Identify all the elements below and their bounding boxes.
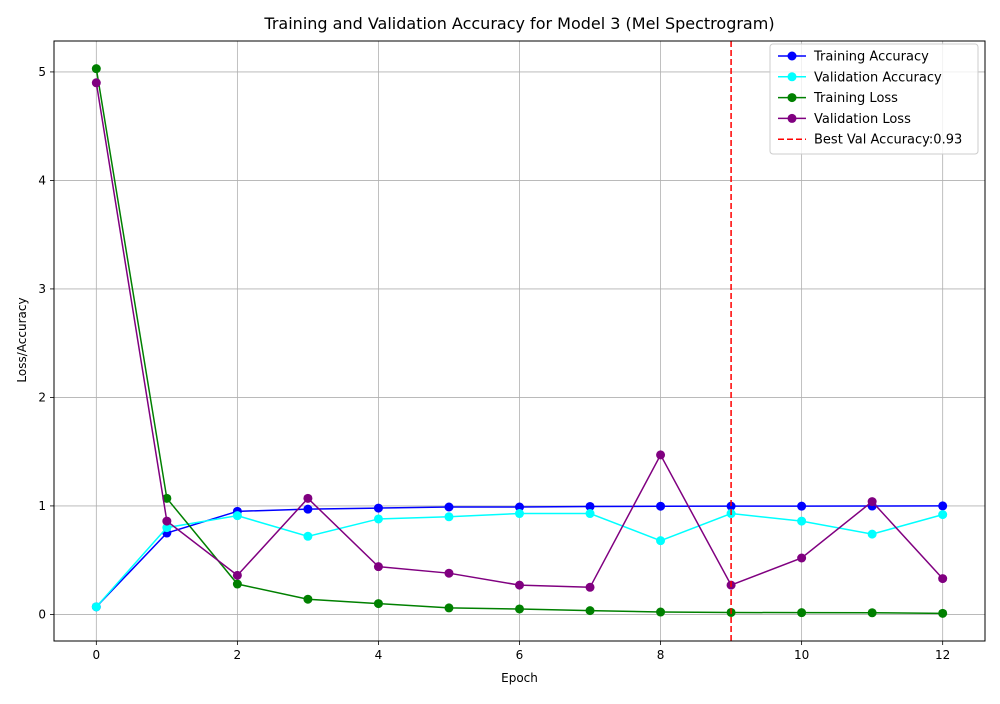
data-point-training-accuracy <box>938 501 948 511</box>
x-axis-label: Epoch <box>501 671 538 685</box>
series-validation-loss <box>91 78 948 592</box>
data-point-validation-accuracy <box>303 531 313 541</box>
data-point-training-accuracy <box>373 503 383 513</box>
data-point-training-loss <box>867 608 877 618</box>
x-tick-label: 2 <box>234 648 242 662</box>
data-point-validation-loss <box>656 450 666 460</box>
data-point-training-accuracy <box>303 504 313 514</box>
chart-title: Training and Validation Accuracy for Mod… <box>263 14 774 33</box>
legend-entry-best-val-accuracy-0-93: Best Val Accuracy:0.93 <box>778 133 962 148</box>
data-point-validation-loss <box>867 497 877 507</box>
x-tick-label: 0 <box>92 648 100 662</box>
x-tick-label: 8 <box>657 648 665 662</box>
data-point-validation-loss <box>585 582 595 592</box>
data-point-training-loss <box>656 607 666 617</box>
data-point-training-accuracy <box>585 501 595 511</box>
data-point-training-loss <box>232 579 242 589</box>
data-point-training-accuracy <box>797 501 807 511</box>
legend-entry-validation-loss: Validation Loss <box>778 112 911 127</box>
legend-entry-training-loss: Training Loss <box>778 91 898 106</box>
data-point-validation-loss <box>797 553 807 563</box>
legend: Training Accuracy Validation Accuracy Trai… <box>769 43 979 155</box>
legend-marker <box>787 72 797 82</box>
x-tick-label: 12 <box>935 648 950 662</box>
y-tick-label: 1 <box>38 499 46 513</box>
data-point-validation-loss <box>232 570 242 580</box>
data-point-training-loss <box>515 604 524 614</box>
legend-box <box>769 43 979 155</box>
legend-entry-validation-accuracy: Validation Accuracy <box>778 70 942 85</box>
y-tick-label: 4 <box>38 173 46 187</box>
data-point-validation-loss <box>938 574 948 584</box>
data-point-validation-accuracy <box>232 511 242 521</box>
x-tick-label: 6 <box>516 648 524 662</box>
data-point-training-accuracy <box>656 501 666 511</box>
y-tick-label: 3 <box>38 282 46 296</box>
legend-marker <box>787 113 797 123</box>
data-point-validation-accuracy <box>867 529 877 539</box>
data-point-training-accuracy <box>444 502 454 512</box>
data-point-validation-accuracy <box>656 536 666 546</box>
data-point-training-loss <box>373 599 383 609</box>
legend-marker <box>787 51 797 61</box>
data-point-validation-accuracy <box>91 602 101 612</box>
legend-marker <box>787 93 797 103</box>
y-tick-label: 2 <box>38 390 46 404</box>
x-tick-label: 4 <box>375 648 383 662</box>
data-point-validation-loss <box>91 78 101 88</box>
data-point-validation-loss <box>162 516 172 526</box>
series-layer <box>91 41 948 641</box>
data-point-validation-accuracy <box>373 514 383 524</box>
legend-label: Training Loss <box>813 91 898 106</box>
data-point-validation-accuracy <box>515 509 524 519</box>
data-point-training-loss <box>444 603 454 613</box>
data-point-validation-loss <box>373 562 383 572</box>
data-point-validation-accuracy <box>585 509 595 519</box>
legend-entry-training-accuracy: Training Accuracy <box>778 50 929 65</box>
y-tick-label: 0 <box>38 607 46 621</box>
data-point-training-loss <box>303 594 313 604</box>
data-point-validation-accuracy <box>797 516 807 526</box>
legend-label: Validation Accuracy <box>814 70 942 85</box>
data-point-validation-loss <box>515 580 524 590</box>
data-point-validation-loss <box>444 568 454 578</box>
legend-label: Best Val Accuracy:0.93 <box>814 133 962 148</box>
data-point-training-accuracy <box>515 502 524 512</box>
legend-label: Validation Loss <box>814 112 911 127</box>
data-point-validation-accuracy <box>162 523 172 533</box>
y-tick-label: 5 <box>38 65 46 79</box>
y-axis-label: Loss/Accuracy <box>15 297 29 382</box>
data-point-validation-accuracy <box>938 510 948 520</box>
data-point-training-loss <box>91 64 101 74</box>
data-point-training-accuracy <box>726 501 736 511</box>
data-point-training-loss <box>162 493 172 503</box>
data-point-training-loss <box>938 608 948 618</box>
data-point-validation-loss <box>303 493 313 503</box>
data-point-validation-accuracy <box>444 512 454 522</box>
x-tick-label: 10 <box>794 648 809 662</box>
series-validation-accuracy <box>91 509 948 612</box>
legend-label: Training Accuracy <box>813 50 929 65</box>
data-point-training-loss <box>797 608 807 618</box>
data-point-training-loss <box>585 606 595 616</box>
